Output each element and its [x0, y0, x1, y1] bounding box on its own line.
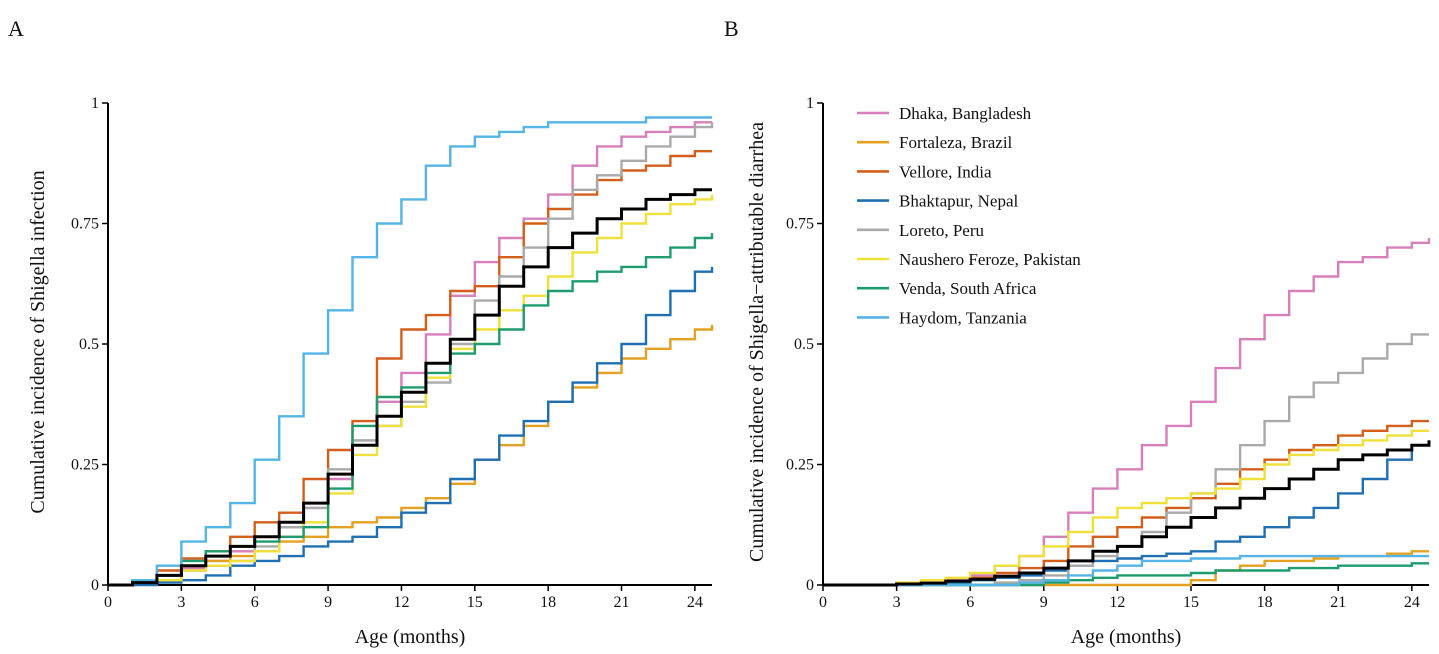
panel-a-x-tick-label: 21: [614, 594, 630, 611]
panel-a-y-axis-label: Cumulative incidence of Shigella infecti…: [27, 170, 49, 513]
panel-b-x-tick-label: 6: [966, 594, 974, 611]
panel-a-x-tick-label: 15: [467, 594, 483, 611]
panel-a-axes: 0 3 6 9 12 15 18 21 24 0 0.25 0.5 0.75 1: [71, 95, 712, 611]
panel-a-y-tick-label: 0: [91, 577, 99, 594]
panel-a-y-tick-label: 0.25: [71, 457, 99, 474]
panel-b-series-lines: [823, 238, 1431, 587]
legend-label-fortaleza-brazil: Fortaleza, Brazil: [899, 133, 1013, 152]
panel-a-y-tick-label: 1: [91, 95, 99, 112]
panel-b-y-tick-label: 0.5: [794, 336, 814, 353]
legend-label-haydom-tanzania: Haydom, Tanzania: [899, 308, 1027, 327]
panel-a-x-tick-label: 6: [251, 594, 259, 611]
panel-a: A Cumulative incidence of Shigella infec…: [8, 16, 714, 648]
panel-a-x-tick-label: 18: [540, 594, 556, 611]
panel-a-x-tick-label: 0: [104, 594, 112, 611]
panel-a-series-line-venda-south-africa: [108, 233, 714, 587]
panel-a-y-tick-label: 0.75: [71, 216, 99, 233]
panel-b-y-axis-label: Cumulative incidence of Shigella−attribu…: [746, 122, 768, 562]
panel-a-series-lines: [108, 116, 714, 587]
panel-b: B Cumulative incidence of Shigella−attri…: [724, 16, 1431, 648]
panel-b-x-tick-label: 24: [1404, 594, 1420, 611]
panel-b-y-tick-label: 1: [806, 95, 814, 112]
legend-label-loreto-peru: Loreto, Peru: [899, 221, 984, 240]
panel-a-series-line-bhaktapur-nepal: [108, 266, 714, 587]
panel-b-legend: Dhaka, Bangladesh Fortaleza, Brazil Vellor…: [857, 104, 1081, 327]
panel-a-letter: A: [8, 16, 24, 41]
panel-b-y-tick-label: 0.75: [786, 216, 814, 233]
panel-b-series-line-overall: [823, 440, 1431, 587]
panel-b-series-line-haydom-tanzania: [823, 554, 1429, 587]
panel-a-y-tick-label: 0.5: [79, 336, 99, 353]
panel-a-x-axis-label: Age (months): [355, 626, 466, 648]
legend-label-bhaktapur-nepal: Bhaktapur, Nepal: [899, 192, 1019, 211]
legend-label-vellore-india: Vellore, India: [899, 162, 992, 181]
panel-a-x-tick-label: 9: [324, 594, 332, 611]
panel-b-x-tick-label: 18: [1257, 594, 1273, 611]
panel-b-x-tick-label: 12: [1109, 594, 1125, 611]
legend-label-naushero-feroze-pakistan: Naushero Feroze, Pakistan: [899, 250, 1081, 269]
legend-label-venda-south-africa: Venda, South Africa: [899, 279, 1037, 298]
panel-b-y-tick-label: 0.25: [786, 457, 814, 474]
panel-a-x-tick-label: 12: [393, 594, 409, 611]
panel-b-x-tick-label: 3: [893, 594, 901, 611]
panel-b-x-tick-label: 15: [1183, 594, 1199, 611]
panel-b-series-line-naushero-feroze-pakistan: [823, 429, 1429, 587]
panel-a-x-tick-label: 3: [177, 594, 185, 611]
panel-b-x-tick-label: 0: [819, 594, 827, 611]
panel-b-x-tick-label: 9: [1040, 594, 1048, 611]
panel-a-series-line-haydom-tanzania: [108, 116, 712, 587]
panel-b-x-axis-label: Age (months): [1071, 626, 1182, 648]
panel-a-series-line-naushero-feroze-pakistan: [108, 194, 714, 587]
panel-b-y-tick-label: 0: [806, 577, 814, 594]
panel-a-series-line-overall: [108, 188, 712, 587]
panel-b-letter: B: [724, 16, 739, 41]
legend-label-dhaka-bangladesh: Dhaka, Bangladesh: [899, 104, 1032, 123]
panel-a-x-tick-label: 24: [687, 594, 703, 611]
panel-b-x-tick-label: 21: [1330, 594, 1346, 611]
